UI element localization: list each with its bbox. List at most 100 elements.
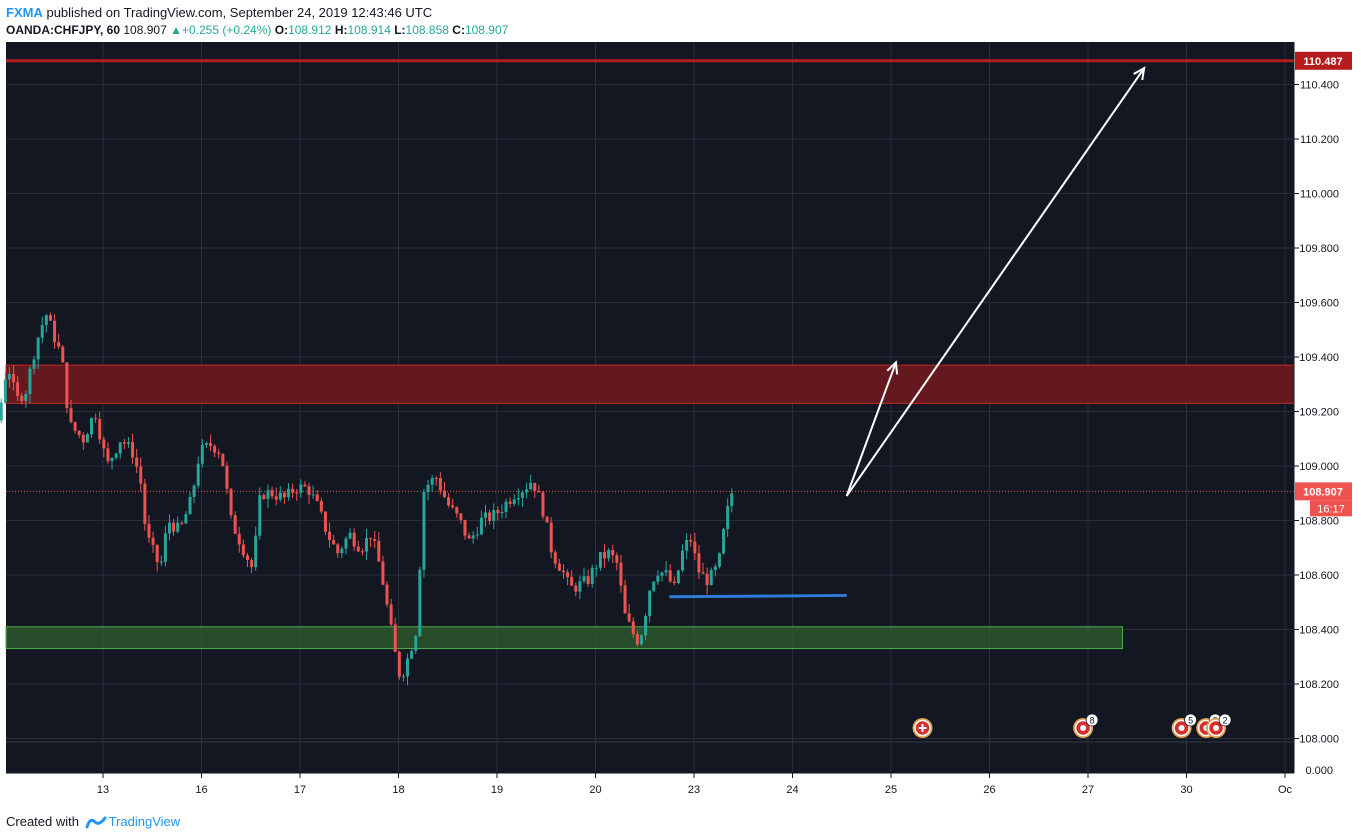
current-price-label: 108.907	[1303, 486, 1343, 498]
candle-body	[639, 635, 643, 645]
arrow-head-2	[1133, 66, 1146, 81]
candle-body	[328, 531, 332, 541]
candle-body	[274, 496, 278, 500]
time-tick-label: 25	[885, 784, 897, 796]
candle-body	[463, 519, 467, 536]
candle-body	[184, 514, 188, 524]
candle-body	[48, 315, 52, 321]
candle-body	[471, 535, 475, 539]
candle-body	[180, 522, 184, 524]
time-tick-label: 19	[491, 784, 503, 796]
candle-body	[106, 448, 110, 462]
tradingview-logo-icon	[85, 816, 107, 829]
event-center	[1213, 725, 1220, 731]
candle-body	[455, 507, 459, 514]
support-zone	[5, 626, 1123, 650]
price-tick-label: 108.000	[1299, 734, 1339, 746]
resistance-zone	[5, 364, 1295, 404]
time-axis[interactable]	[6, 773, 1294, 806]
price-tick-label: 110.000	[1300, 189, 1339, 201]
candle-body	[98, 419, 102, 440]
candle-body	[611, 550, 615, 556]
candle-body	[364, 537, 368, 552]
candle-body	[492, 510, 496, 521]
candle-body	[44, 315, 48, 325]
candle-body	[69, 408, 73, 423]
candle-body	[615, 555, 619, 563]
price-axis[interactable]	[1294, 42, 1361, 806]
candle-body	[566, 572, 570, 577]
candle-body	[570, 576, 574, 586]
candle-body	[586, 576, 590, 584]
candle-body	[726, 505, 730, 530]
candle-body	[516, 498, 520, 500]
candle-body	[401, 676, 405, 678]
price-tick-label: 108.400	[1299, 625, 1339, 637]
price-chart[interactable]: 8522 110.400110.200110.000109.800109.600…	[0, 42, 1361, 806]
time-tick-label: Oc	[1278, 784, 1293, 796]
candle-body	[340, 548, 344, 554]
candle-body	[619, 562, 623, 586]
price-tick-label: 109.800	[1299, 243, 1339, 255]
support-trendline	[669, 593, 847, 599]
event-flag-icon[interactable]: 2	[1206, 713, 1232, 738]
candle-body	[438, 478, 442, 491]
event-count-badge	[1085, 713, 1099, 727]
candle-body	[709, 570, 713, 586]
candle-body	[406, 658, 410, 677]
candle-body	[705, 573, 709, 586]
candle-body	[537, 490, 541, 493]
candle-body	[233, 515, 237, 534]
volume-pane	[6, 742, 1294, 773]
candle-body	[40, 324, 44, 338]
candle-body	[652, 581, 656, 591]
publication-header: FXMA published on TradingView.com, Septe…	[0, 0, 1361, 42]
candle-body	[356, 546, 360, 552]
publication-info: FXMA published on TradingView.com, Septe…	[6, 5, 432, 20]
author-link[interactable]: FXMA	[6, 5, 43, 20]
candle-body	[348, 532, 352, 539]
candle-body	[336, 544, 340, 554]
candle-body	[656, 575, 660, 582]
candle-body	[143, 483, 147, 524]
current-price-badge	[1295, 482, 1352, 501]
candle-body	[229, 488, 233, 516]
time-tick-label: 24	[786, 784, 798, 796]
time-tick-label: 16	[195, 784, 207, 796]
countdown-badge	[1310, 500, 1352, 517]
tradingview-brand-link[interactable]: TradingView	[108, 814, 181, 829]
candle-body	[393, 624, 397, 652]
event-count-badge	[1184, 713, 1197, 727]
candle-body	[549, 522, 553, 553]
event-count: 2	[1223, 716, 1228, 726]
candle-body	[352, 532, 356, 547]
candle-body	[644, 616, 648, 636]
price-axis-ticks: 110.400 110.200 110.000 109.800 109.600 109.4…	[1294, 80, 1339, 777]
candle-body	[496, 510, 500, 514]
symbol-label: OANDA:CHFJPY, 60	[6, 23, 121, 37]
candle-body	[422, 491, 426, 570]
candle-body	[159, 561, 163, 563]
candle-body	[557, 563, 561, 571]
candle-body	[135, 457, 139, 467]
candle-body	[254, 535, 258, 568]
candle-body	[648, 590, 652, 617]
candle-body	[484, 512, 488, 518]
candle-body	[369, 537, 373, 540]
candle-body	[582, 576, 586, 582]
candle-body	[299, 484, 303, 493]
event-flag-icon[interactable]: 5	[1171, 713, 1197, 738]
candle-body	[16, 382, 20, 396]
economic-event-icon[interactable]	[912, 718, 933, 738]
candle-body	[410, 650, 414, 659]
event-flag-icon[interactable]: 8	[1073, 713, 1099, 738]
candle-body	[693, 541, 697, 554]
candle-body	[631, 621, 635, 635]
candle-body	[553, 552, 557, 564]
candle-body	[475, 534, 479, 536]
price-tick-label: 108.800	[1299, 516, 1339, 528]
candle-body	[672, 581, 676, 584]
candle-body	[689, 540, 693, 542]
candle-body	[114, 453, 118, 458]
projection-arrow-2	[845, 67, 1145, 497]
